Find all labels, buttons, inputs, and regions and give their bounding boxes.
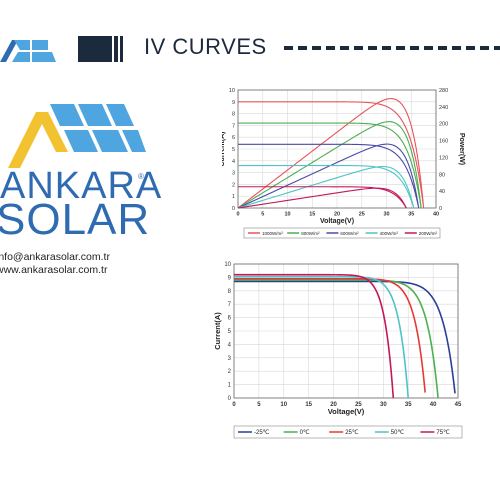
irradiance-iv-chart: 0 1 2 3 4 5 6 7 8 9 10 0 5 10 15 20 25 30 35 40 Voltage(V) Cu… <box>222 88 465 239</box>
power-curve <box>237 187 407 209</box>
x-tick-label: 40 <box>430 402 437 408</box>
legend-label: 75℃ <box>436 430 450 436</box>
y-tick-label: 2 <box>228 369 232 375</box>
iv-curve <box>238 143 419 206</box>
x-tick-label: 40 <box>433 212 439 218</box>
small-logo-icon <box>0 40 56 62</box>
x-axis-label: Voltage(V) <box>328 407 365 416</box>
legend-label: 25℃ <box>345 430 359 436</box>
x-tick-label: 0 <box>236 212 239 218</box>
x-tick-label: 30 <box>380 402 387 408</box>
x-axis-label: Voltage(V) <box>320 218 354 225</box>
y-tick-label: 8 <box>232 112 235 118</box>
title-dashes <box>284 46 500 50</box>
y-tick-label: 5 <box>228 329 232 335</box>
iv-curve <box>238 186 407 209</box>
legend-label: 200W/m² <box>419 231 438 236</box>
x-tick-label: 5 <box>261 212 264 218</box>
plot-frame <box>233 263 459 399</box>
y-tick-label: 9 <box>228 275 232 281</box>
legend-label: -25℃ <box>254 430 270 436</box>
x-tick-label: 35 <box>408 212 414 218</box>
y2-axis-label: Power(W) <box>458 133 465 165</box>
x-tick-label: 0 <box>232 402 236 408</box>
power-curve <box>237 166 415 209</box>
x-tick-label: 20 <box>330 402 337 408</box>
y2-tick-label: 0 <box>439 206 442 212</box>
y-tick-label: 1 <box>228 383 232 389</box>
y-tick-label: 8 <box>228 289 232 295</box>
x-tick-label: 35 <box>405 402 412 408</box>
brand-registered-mark: ® <box>138 172 144 181</box>
legend-box <box>233 425 463 439</box>
title-block-icon <box>78 36 123 62</box>
y-tick-label: 4 <box>232 159 235 165</box>
y2-tick-label: 120 <box>439 155 448 161</box>
y-tick-label: 4 <box>228 342 232 348</box>
legend-box <box>243 227 441 239</box>
brand-name-bottom: SOLAR <box>0 195 151 244</box>
ankara-solar-logo-icon <box>8 104 146 168</box>
power-curve <box>237 121 422 209</box>
y-tick-label: 3 <box>232 171 235 177</box>
page-title: IV CURVES <box>144 34 267 59</box>
x-tick-label: 10 <box>284 212 290 218</box>
y2-tick-label: 200 <box>439 122 448 128</box>
legend-label: 1000W/m² <box>262 231 283 236</box>
x-tick-label: 25 <box>359 212 365 218</box>
y2-tick-label: 40 <box>439 189 445 195</box>
y2-tick-label: 280 <box>439 88 448 94</box>
iv-curve <box>238 122 422 209</box>
legend-label: 600W/m² <box>340 231 359 236</box>
x-tick-label: 10 <box>280 402 287 408</box>
y-tick-label: 9 <box>232 100 235 106</box>
plot-frame <box>237 89 437 209</box>
x-tick-label: 15 <box>309 212 315 218</box>
y2-tick-label: 80 <box>439 172 445 178</box>
x-tick-label: 45 <box>455 402 462 408</box>
x-tick-label: 20 <box>334 212 340 218</box>
legend-label: 400W/m² <box>380 231 399 236</box>
iv-curve <box>234 273 395 399</box>
x-tick-label: 25 <box>355 402 362 408</box>
y-tick-label: 10 <box>229 88 235 94</box>
y-tick-label: 6 <box>228 316 232 322</box>
iv-curve <box>238 164 414 207</box>
legend-label: 800W/m² <box>301 231 320 236</box>
iv-curve <box>238 101 424 205</box>
iv-curve <box>234 277 426 393</box>
iv-curve <box>234 275 410 399</box>
y-tick-label: 3 <box>228 356 232 362</box>
y-tick-label: 6 <box>232 135 235 141</box>
brand-name-top: ANKARA <box>0 165 163 207</box>
y-tick-label: 0 <box>232 206 235 212</box>
y2-tick-label: 160 <box>439 139 448 145</box>
y-tick-label: 5 <box>232 147 235 153</box>
x-tick-label: 30 <box>383 212 389 218</box>
y-axis-label: Current(A) <box>214 312 222 350</box>
legend-label: 0℃ <box>300 430 310 436</box>
iv-curve <box>234 279 439 399</box>
contact-email[interactable]: info@ankarasolar.com.tr <box>0 251 110 263</box>
y-tick-label: 0 <box>228 396 232 402</box>
y-tick-label: 7 <box>232 123 235 129</box>
x-tick-label: 15 <box>305 402 312 408</box>
power-curve <box>237 98 425 209</box>
y-tick-label: 10 <box>224 262 231 268</box>
y-axis-label: Current(A) <box>222 132 226 167</box>
x-tick-label: 5 <box>257 402 261 408</box>
iv-curve <box>234 280 456 394</box>
y2-tick-label: 240 <box>439 105 448 111</box>
contact-website[interactable]: www.ankarasolar.com.tr <box>0 264 108 276</box>
y-tick-label: 2 <box>232 182 235 188</box>
y-tick-label: 7 <box>228 302 232 308</box>
y-tick-label: 1 <box>232 194 235 200</box>
legend-label: 50℃ <box>391 430 405 436</box>
power-curve <box>237 143 420 209</box>
